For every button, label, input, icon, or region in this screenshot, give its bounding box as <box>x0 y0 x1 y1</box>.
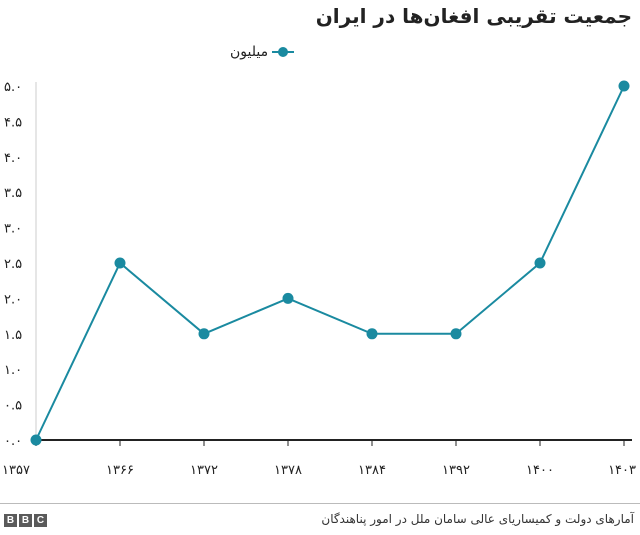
y-tick-label: ۱.۰ <box>4 363 22 378</box>
bbc-logo-letter: B <box>4 514 17 527</box>
x-tick-label: ۱۴۰۳ <box>608 463 636 478</box>
source-note: آمارهای دولت و کمیساریای عالی سامان ملل … <box>321 512 634 526</box>
y-tick-label: ۲.۵ <box>4 257 22 272</box>
y-tick-label: ۴.۵ <box>4 115 22 130</box>
x-tick-label: ۱۳۸۴ <box>358 463 386 478</box>
line-chart: ۰.۰ ۰.۵ ۱.۰ ۱.۵ ۲.۰ ۲.۵ ۳.۰ ۳.۵ ۴.۰ ۴.۵ ۵.۰ ۱۳۵۷ ۱۳۶… <box>2 80 636 478</box>
legend-marker-icon <box>272 47 295 57</box>
y-tick-label: ۴.۰ <box>4 151 22 166</box>
y-tick-label: ۲.۰ <box>4 292 22 307</box>
data-point <box>618 80 630 92</box>
x-tick-label: ۱۳۷۸ <box>274 463 302 478</box>
data-point <box>30 434 42 446</box>
y-tick-label: ۰.۵ <box>4 399 22 414</box>
data-point <box>534 257 546 269</box>
data-point <box>450 328 462 340</box>
bbc-logo-letter: C <box>34 514 47 527</box>
x-tick-label: ۱۳۵۷ <box>2 463 30 478</box>
x-tick-label: ۱۴۰۰ <box>526 463 554 478</box>
bbc-logo: B B C <box>4 514 47 527</box>
x-tick-label: ۱۳۶۶ <box>106 463 134 478</box>
footer-divider <box>0 503 640 504</box>
data-point <box>114 257 126 269</box>
y-tick-label: ۳.۵ <box>4 186 22 201</box>
bbc-logo-letter: B <box>19 514 32 527</box>
data-point <box>366 328 378 340</box>
legend-label: میلیون <box>230 44 269 60</box>
y-tick-label: ۱.۵ <box>4 328 22 343</box>
x-tick-label: ۱۳۹۲ <box>442 463 470 478</box>
chart-title: جمعیت تقریبی افغان‌ها در ایران <box>315 4 632 28</box>
series-line <box>35 85 625 441</box>
legend: میلیون <box>230 44 295 60</box>
data-point <box>282 292 294 304</box>
y-tick-label: ۰.۰ <box>4 434 22 449</box>
y-tick-label: ۳.۰ <box>4 222 22 237</box>
x-tick-label: ۱۳۷۲ <box>190 463 218 478</box>
y-tick-label: ۵.۰ <box>4 80 22 95</box>
data-point <box>198 328 210 340</box>
